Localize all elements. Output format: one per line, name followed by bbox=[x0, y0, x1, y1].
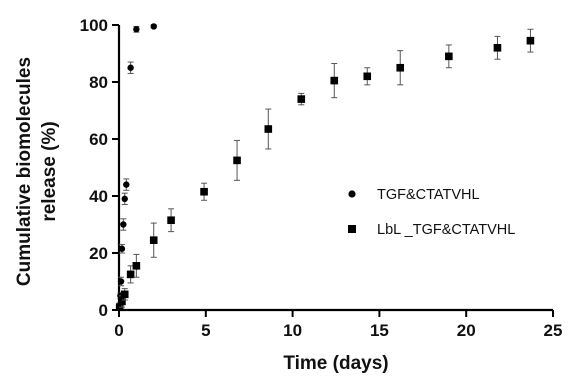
data-point bbox=[526, 36, 535, 45]
y-tick-label: 80 bbox=[89, 73, 108, 92]
x-tick-label: 10 bbox=[283, 321, 302, 340]
data-point bbox=[445, 52, 453, 61]
y-tick-label: 40 bbox=[89, 187, 108, 206]
legend-label: LbL _TGF&CTATVHL bbox=[377, 222, 515, 238]
data-point bbox=[396, 63, 405, 72]
axes: 0 20 40 60 80 100 0 5 10 15 20 25 bbox=[80, 16, 563, 340]
data-point bbox=[264, 125, 273, 133]
data-point bbox=[149, 236, 158, 244]
y-tick-label: 20 bbox=[89, 244, 108, 263]
data-point bbox=[121, 195, 128, 203]
data-point bbox=[118, 245, 126, 252]
y-tick-label: 60 bbox=[89, 130, 108, 149]
data-point bbox=[120, 221, 127, 228]
data-point bbox=[363, 72, 372, 81]
data-point bbox=[117, 278, 125, 285]
x-axis-title: Time (days) bbox=[283, 353, 388, 374]
x-tick-label: 20 bbox=[457, 321, 476, 340]
data-point bbox=[167, 216, 175, 225]
legend: TGF&CTATVHL LbL _TGF&CTATVHL bbox=[348, 187, 515, 238]
data-point bbox=[200, 187, 208, 196]
data-marks bbox=[115, 23, 535, 311]
data-point bbox=[133, 26, 140, 33]
data-point bbox=[126, 270, 135, 279]
data-point bbox=[120, 290, 129, 299]
y-tick-label: 0 bbox=[99, 301, 108, 320]
legend-label: TGF&CTATVHL bbox=[377, 187, 480, 203]
data-point bbox=[493, 44, 502, 52]
data-point bbox=[123, 181, 130, 188]
data-point bbox=[233, 156, 241, 165]
data-point bbox=[132, 262, 141, 270]
data-point bbox=[297, 95, 306, 103]
x-tick-label: 5 bbox=[201, 321, 210, 340]
y-tick-label: 100 bbox=[80, 16, 108, 35]
x-tick-label: 15 bbox=[370, 321, 389, 340]
y-axis-title-line: Cumulative biomolecules bbox=[14, 57, 35, 286]
data-point bbox=[330, 76, 339, 85]
y-axis-title: Cumulative biomolecules release (%) bbox=[14, 57, 60, 286]
y-axis-title-line: release (%) bbox=[39, 121, 60, 221]
series-1 bbox=[115, 28, 535, 311]
x-tick-label: 0 bbox=[114, 321, 123, 340]
legend-marker bbox=[348, 190, 356, 198]
x-tick-label: 25 bbox=[544, 321, 563, 340]
data-point bbox=[118, 297, 126, 306]
legend-marker bbox=[348, 225, 356, 233]
data-point bbox=[127, 64, 134, 71]
data-point bbox=[150, 23, 157, 30]
